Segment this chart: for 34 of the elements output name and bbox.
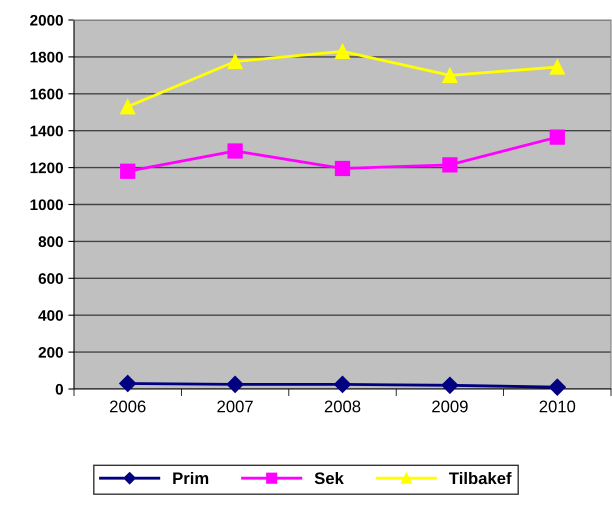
- y-tick-label: 0: [56, 384, 63, 395]
- x-tick-label: 2009: [432, 400, 468, 412]
- y-tick-label: 800: [38, 236, 63, 248]
- y-tick-label: 1400: [30, 126, 63, 136]
- legend-label: Prim: [173, 472, 208, 484]
- y-tick-label: 1600: [30, 88, 63, 100]
- x-tick-label: 2010: [540, 400, 576, 412]
- x-tick-label: 2008: [324, 400, 360, 412]
- y-tick-label: 200: [38, 346, 63, 358]
- point: [120, 164, 136, 179]
- point: [334, 44, 350, 60]
- point: [550, 59, 565, 75]
- x-tick-label: 2007: [217, 400, 253, 412]
- point: [442, 68, 458, 83]
- point: [120, 99, 136, 114]
- y-tick-label: 1200: [30, 162, 63, 174]
- legend-label: Tilbakef: [449, 472, 512, 484]
- point: [226, 376, 244, 393]
- y-tick-label: 400: [38, 310, 63, 321]
- legend-label: Sek: [314, 472, 344, 484]
- point: [548, 378, 566, 396]
- point: [227, 143, 243, 159]
- point: [441, 376, 458, 394]
- y-tick-label: 1000: [30, 199, 63, 210]
- point: [550, 130, 565, 145]
- y-tick-label: 2000: [30, 14, 63, 26]
- x-tick-label: 2006: [110, 400, 146, 412]
- point: [119, 374, 136, 392]
- point: [334, 376, 352, 393]
- point: [227, 54, 243, 70]
- point: [334, 160, 350, 176]
- point: [442, 157, 458, 172]
- y-tick-label: 1800: [30, 52, 63, 63]
- y-tick-label: 600: [38, 273, 63, 284]
